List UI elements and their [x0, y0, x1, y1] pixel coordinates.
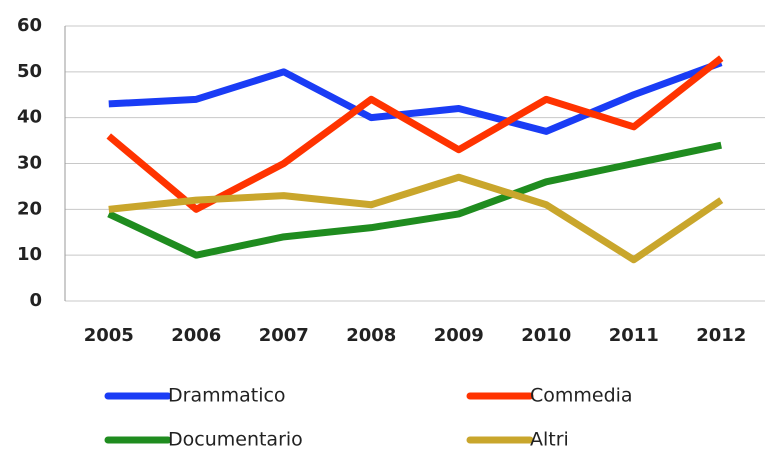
series-line [107, 141, 722, 259]
x-tick-label: 2006 [171, 325, 221, 346]
legend-label: Documentario [168, 429, 303, 451]
x-tick-label: 2011 [609, 325, 659, 346]
x-tick-label: 2007 [259, 325, 309, 346]
y-tick-label: 60 [17, 15, 42, 36]
legend-label: Drammatico [168, 385, 286, 407]
y-tick-label: 20 [17, 198, 42, 219]
series-line [108, 173, 724, 264]
x-tick-label: 2010 [521, 325, 571, 346]
y-tick-label: 30 [17, 153, 42, 174]
y-tick-label: 50 [17, 61, 42, 82]
y-tick-label: 40 [17, 107, 42, 128]
series-line [108, 59, 723, 135]
x-tick-label: 2012 [696, 325, 746, 346]
series-line [106, 55, 724, 213]
y-tick-label: 0 [29, 290, 42, 311]
x-tick-label: 2008 [346, 325, 396, 346]
y-tick-label: 10 [17, 244, 42, 265]
x-tick-label: 2005 [84, 325, 134, 346]
x-tick-label: 2009 [434, 325, 484, 346]
legend-label: Commedia [530, 385, 633, 407]
legend-label: Altri [530, 429, 569, 451]
